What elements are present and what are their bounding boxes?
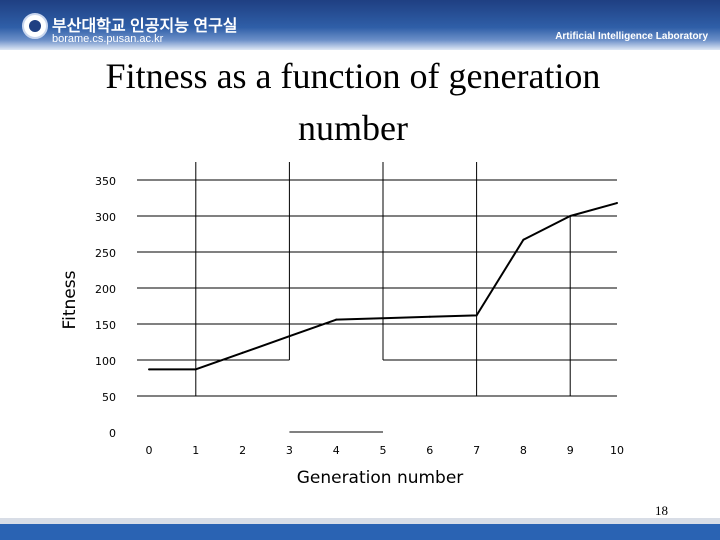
lab-name: Artificial Intelligence Laboratory bbox=[555, 31, 708, 42]
university-url: borame.cs.pusan.ac.kr bbox=[52, 33, 164, 45]
y-tick-label: 300 bbox=[95, 211, 116, 224]
x-tick-label: 3 bbox=[286, 444, 293, 457]
x-tick-label: 5 bbox=[380, 444, 387, 457]
y-tick-label: 200 bbox=[95, 283, 116, 296]
slide-footer bbox=[0, 518, 720, 540]
fitness-point bbox=[475, 314, 478, 317]
x-tick-label: 4 bbox=[333, 444, 340, 457]
y-tick-label: 350 bbox=[95, 175, 116, 188]
y-tick-label: 0 bbox=[109, 427, 116, 440]
fitness-point bbox=[522, 238, 525, 241]
chart-grid bbox=[137, 162, 617, 433]
y-tick-label: 150 bbox=[95, 319, 116, 332]
slide-header: 부산대학교 인공지능 연구실 borame.cs.pusan.ac.kr Art… bbox=[0, 0, 720, 50]
footer-band-light bbox=[0, 518, 720, 524]
fitness-point bbox=[194, 368, 197, 371]
x-tick-label: 2 bbox=[239, 444, 246, 457]
x-axis-label: Generation number bbox=[297, 468, 464, 488]
x-tick-label: 0 bbox=[146, 444, 153, 457]
x-tick-label: 7 bbox=[473, 444, 480, 457]
x-tick-label: 10 bbox=[610, 444, 624, 457]
y-axis-label: Fitness bbox=[60, 270, 80, 329]
page-number: 18 bbox=[655, 503, 668, 518]
footer-band-blue bbox=[0, 524, 720, 540]
fitness-point bbox=[569, 215, 572, 217]
fitness-point bbox=[616, 202, 618, 205]
fitness-point bbox=[335, 318, 338, 321]
fitness-point bbox=[382, 317, 384, 320]
fitness-point bbox=[241, 351, 244, 354]
chart-ticks: 0 50 100 150 200 250 300 350 0 1 2 3 4 5 6 7 8 9 10 bbox=[95, 175, 624, 457]
y-tick-label: 100 bbox=[95, 355, 116, 368]
university-name: 부산대학교 인공지능 연구실 bbox=[52, 18, 238, 35]
fitness-point bbox=[288, 335, 291, 338]
chart-series bbox=[148, 202, 618, 371]
x-tick-label: 9 bbox=[567, 444, 574, 457]
university-emblem-icon bbox=[22, 13, 48, 39]
slide-title: Fitness as a function of generation numb… bbox=[105, 56, 601, 148]
y-tick-label: 250 bbox=[95, 247, 116, 260]
x-tick-label: 8 bbox=[520, 444, 527, 457]
y-tick-label: 50 bbox=[102, 391, 116, 404]
x-tick-label: 6 bbox=[426, 444, 433, 457]
fitness-point bbox=[428, 315, 431, 318]
x-tick-label: 1 bbox=[192, 444, 199, 457]
fitness-point bbox=[148, 368, 150, 371]
